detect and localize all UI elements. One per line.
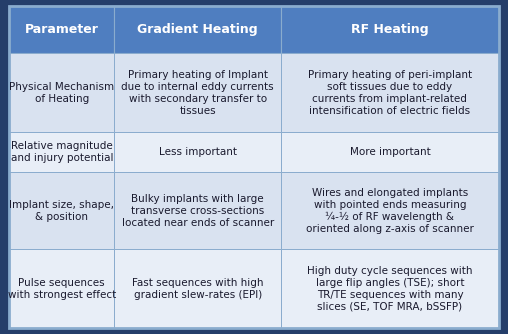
Text: Implant size, shape,
& position: Implant size, shape, & position: [9, 200, 114, 222]
Bar: [114, 53, 281, 132]
Text: Pulse sequences
with strongest effect: Pulse sequences with strongest effect: [8, 278, 116, 300]
Text: Gradient Heating: Gradient Heating: [137, 23, 258, 36]
Text: Bulky implants with large
transverse cross-sections
located near ends of scanner: Bulky implants with large transverse cro…: [121, 194, 274, 228]
Bar: [9, 6, 114, 53]
Bar: [281, 249, 499, 328]
Bar: [9, 249, 114, 328]
Bar: [9, 172, 114, 249]
Text: Primary heating of peri-implant
soft tissues due to eddy
currents from implant-r: Primary heating of peri-implant soft tis…: [308, 69, 472, 116]
Bar: [281, 132, 499, 172]
Bar: [9, 53, 114, 132]
Bar: [114, 6, 281, 53]
Bar: [114, 249, 281, 328]
Bar: [281, 6, 499, 53]
Bar: [281, 53, 499, 132]
Text: Physical Mechanism
of Heating: Physical Mechanism of Heating: [9, 81, 114, 104]
Bar: [114, 172, 281, 249]
Text: Less important: Less important: [158, 147, 237, 157]
Text: More important: More important: [350, 147, 430, 157]
Text: Fast sequences with high
gradient slew-rates (EPI): Fast sequences with high gradient slew-r…: [132, 278, 264, 300]
Text: Parameter: Parameter: [25, 23, 99, 36]
Text: Wires and elongated implants
with pointed ends measuring
¼-½ of RF wavelength &
: Wires and elongated implants with pointe…: [306, 188, 474, 234]
Text: RF Heating: RF Heating: [351, 23, 429, 36]
Bar: [281, 172, 499, 249]
Text: Primary heating of Implant
due to internal eddy currents
with secondary transfer: Primary heating of Implant due to intern…: [121, 69, 274, 116]
Text: High duty cycle sequences with
large flip angles (TSE); short
TR/TE sequences wi: High duty cycle sequences with large fli…: [307, 266, 472, 312]
Text: Relative magnitude
and injury potential: Relative magnitude and injury potential: [11, 141, 113, 163]
Bar: [9, 132, 114, 172]
Bar: [114, 132, 281, 172]
